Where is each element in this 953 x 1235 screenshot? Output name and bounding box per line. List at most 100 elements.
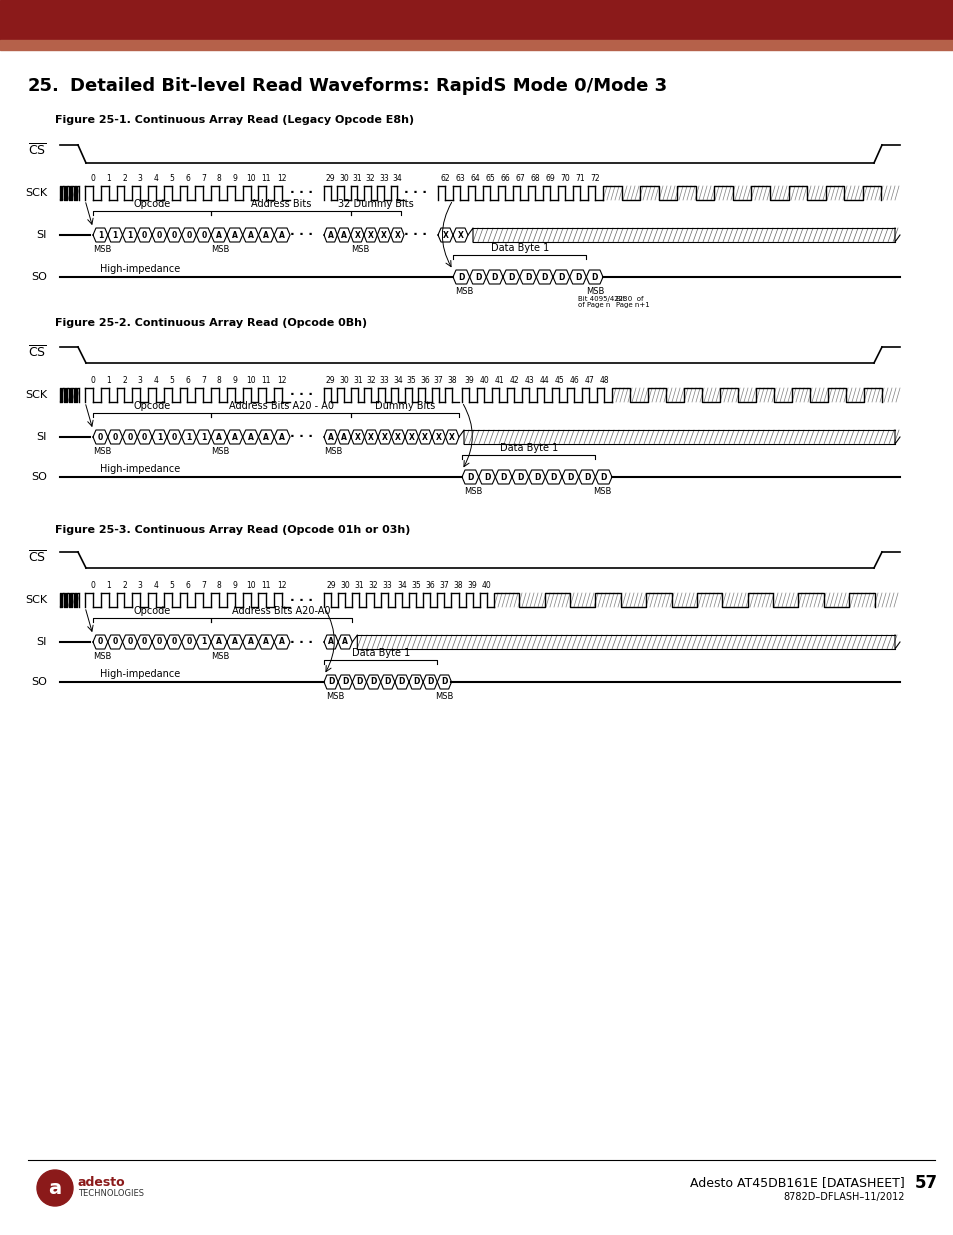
Text: 0: 0: [186, 231, 192, 240]
Text: 1: 1: [201, 637, 206, 646]
Text: MSB: MSB: [351, 245, 369, 254]
Text: 0: 0: [97, 432, 103, 441]
Text: High-impedance: High-impedance: [100, 669, 180, 679]
Text: 71: 71: [575, 174, 585, 183]
Text: X: X: [367, 231, 374, 240]
Text: $\overline{\mathrm{CS}}$: $\overline{\mathrm{CS}}$: [29, 143, 47, 159]
Text: 62: 62: [440, 174, 450, 183]
Text: Address Bits A20 - A0: Address Bits A20 - A0: [229, 401, 334, 411]
Text: MSB: MSB: [586, 287, 604, 296]
Text: 63: 63: [456, 174, 465, 183]
Text: SCK: SCK: [25, 595, 47, 605]
Text: A: A: [216, 637, 222, 646]
Text: 2: 2: [122, 174, 127, 183]
Text: Address Bits A20-A0: Address Bits A20-A0: [233, 606, 331, 616]
Text: A: A: [248, 432, 253, 441]
Text: Figure 25-1. Continuous Array Read (Legacy Opcode E8h): Figure 25-1. Continuous Array Read (Lega…: [55, 115, 414, 125]
Text: MSB: MSB: [211, 652, 230, 661]
Text: 0: 0: [156, 637, 162, 646]
Text: 1: 1: [186, 432, 192, 441]
Text: D: D: [591, 273, 598, 282]
Text: 1: 1: [201, 432, 206, 441]
Text: Figure 25-2. Continuous Array Read (Opcode 0Bh): Figure 25-2. Continuous Array Read (Opco…: [55, 317, 367, 329]
Text: 40: 40: [479, 375, 489, 385]
Text: A: A: [263, 231, 269, 240]
Text: 65: 65: [485, 174, 495, 183]
Text: 39: 39: [467, 580, 477, 590]
Text: D: D: [524, 273, 531, 282]
Text: A: A: [216, 231, 222, 240]
Text: X: X: [355, 432, 360, 441]
Text: 5: 5: [169, 375, 174, 385]
Text: 29: 29: [326, 375, 335, 385]
Text: 31: 31: [353, 375, 362, 385]
Text: 57: 57: [914, 1174, 937, 1192]
Text: X: X: [395, 432, 401, 441]
Text: 9: 9: [233, 174, 237, 183]
Text: SCK: SCK: [25, 390, 47, 400]
Text: 12: 12: [277, 174, 287, 183]
Bar: [0, 40, 953, 49]
Text: 42: 42: [509, 375, 518, 385]
Text: 35: 35: [406, 375, 416, 385]
Text: D: D: [355, 678, 362, 687]
Text: 47: 47: [584, 375, 594, 385]
Text: 10: 10: [246, 580, 255, 590]
Text: $\overline{\mathrm{CS}}$: $\overline{\mathrm{CS}}$: [29, 346, 47, 361]
Text: 8: 8: [216, 174, 221, 183]
Text: 46: 46: [569, 375, 578, 385]
Text: 0: 0: [91, 174, 95, 183]
Text: D: D: [467, 473, 473, 482]
Text: 29: 29: [326, 174, 335, 183]
Text: 8: 8: [216, 375, 221, 385]
Text: D: D: [342, 678, 348, 687]
Text: SI: SI: [36, 637, 47, 647]
Text: D: D: [575, 273, 580, 282]
Text: 11: 11: [261, 174, 271, 183]
Text: 36: 36: [420, 375, 430, 385]
Text: Bit 4095/4223: Bit 4095/4223: [578, 296, 627, 303]
Text: MSB: MSB: [92, 245, 112, 254]
Text: MSB: MSB: [463, 487, 482, 496]
Text: 1: 1: [97, 231, 103, 240]
Text: 0: 0: [172, 432, 176, 441]
Text: Bit 0  of: Bit 0 of: [616, 296, 643, 303]
Text: SO: SO: [31, 677, 47, 687]
Text: D: D: [534, 473, 539, 482]
Text: 69: 69: [545, 174, 555, 183]
Text: X: X: [394, 231, 400, 240]
Text: 8782D–DFLASH–11/2012: 8782D–DFLASH–11/2012: [782, 1192, 904, 1202]
Text: MSB: MSB: [455, 287, 473, 296]
Text: X: X: [449, 432, 455, 441]
Text: 38: 38: [447, 375, 456, 385]
Text: 1: 1: [127, 231, 132, 240]
Text: of Page n: of Page n: [578, 303, 610, 308]
Text: 25.: 25.: [28, 77, 60, 95]
Text: 0: 0: [112, 432, 117, 441]
Text: SCK: SCK: [25, 188, 47, 198]
Text: 72: 72: [590, 174, 599, 183]
Text: A: A: [279, 432, 285, 441]
Text: Data Byte 1: Data Byte 1: [499, 443, 558, 453]
Text: 4: 4: [153, 375, 158, 385]
Text: 9: 9: [233, 375, 237, 385]
Text: 37: 37: [439, 580, 449, 590]
Text: 0: 0: [142, 432, 147, 441]
Text: 1: 1: [112, 231, 117, 240]
Text: 0: 0: [201, 231, 206, 240]
Text: 37: 37: [434, 375, 443, 385]
Text: 9: 9: [233, 580, 237, 590]
Text: 0: 0: [142, 637, 147, 646]
Text: A: A: [342, 637, 348, 646]
Text: D: D: [491, 273, 497, 282]
Text: D: D: [413, 678, 418, 687]
Text: 0: 0: [142, 231, 147, 240]
Text: · · ·: · · ·: [404, 228, 427, 242]
Text: A: A: [232, 231, 237, 240]
Text: 2: 2: [122, 375, 127, 385]
Text: · · ·: · · ·: [404, 186, 427, 200]
Text: D: D: [517, 473, 523, 482]
Text: 11: 11: [261, 580, 271, 590]
Text: 32 Dummy Bits: 32 Dummy Bits: [337, 199, 414, 209]
Text: X: X: [442, 231, 448, 240]
